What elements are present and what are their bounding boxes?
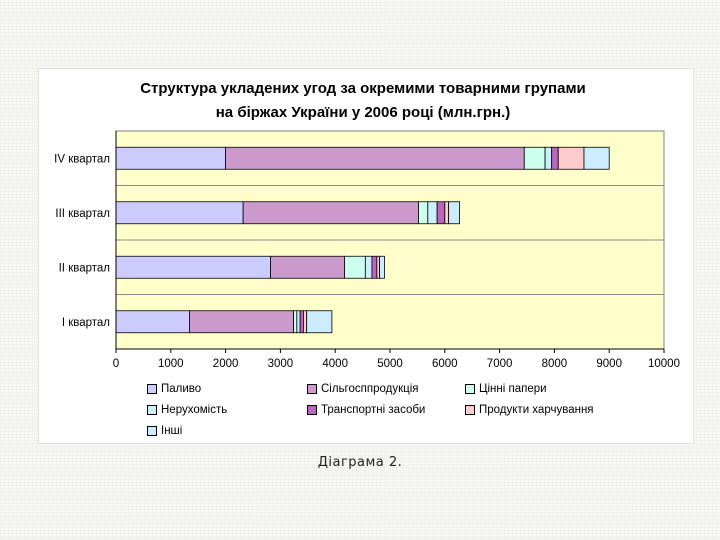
legend-item: Транспортні засоби — [307, 402, 425, 418]
bar-segment — [189, 310, 294, 334]
category-label: IV квартал — [54, 153, 110, 165]
bar-segment — [306, 310, 333, 334]
legend-swatch — [147, 405, 157, 415]
bar-segment — [448, 201, 460, 225]
legend-label: Нерухомість — [161, 404, 228, 416]
legend-swatch — [147, 426, 157, 436]
x-tick-label: 10000 — [648, 358, 680, 370]
bar-segment — [376, 255, 380, 279]
legend-swatch — [465, 384, 475, 394]
category-label: III квартал — [55, 208, 110, 220]
grid-lines — [116, 185, 664, 295]
bar-segment — [293, 310, 298, 334]
x-tick-label: 5000 — [377, 358, 403, 370]
legend-item: Нерухомість — [147, 402, 227, 418]
x-tick-label: 3000 — [268, 358, 294, 370]
chart-frame: Структура укладених угод за окремими тов… — [38, 68, 694, 444]
bar-segment — [583, 146, 610, 170]
x-tick-label: 1000 — [158, 358, 184, 370]
legend-item: Сільгосппродукція — [307, 381, 419, 397]
legend: Паливо Сільгосппродукція Цінні папери Нерух… — [147, 381, 667, 441]
bar-segment — [436, 201, 446, 225]
stacked-bar-chart: Структура укладених угод за окремими тов… — [54, 80, 680, 370]
chart-title-line2: на біржах України у 2006 році (млн.грн.) — [216, 104, 511, 121]
legend-label: Цінні папери — [479, 383, 547, 395]
bar-segment — [544, 146, 553, 170]
legend-item: Інші — [147, 423, 182, 439]
bar-segment — [557, 146, 585, 170]
category-label: I квартал — [62, 317, 110, 329]
bar-segment — [115, 201, 244, 225]
bar-segment — [303, 310, 308, 334]
legend-label: Інші — [161, 425, 183, 437]
bar-segment — [418, 201, 429, 225]
legend-item: Паливо — [147, 381, 201, 397]
bar-segment — [427, 201, 438, 225]
legend-label: Транспортні засоби — [321, 404, 426, 416]
bar-segment — [523, 146, 546, 170]
legend-swatch — [465, 405, 475, 415]
bar-segment — [296, 310, 301, 334]
legend-label: Паливо — [161, 383, 202, 395]
bar-segment — [270, 255, 345, 279]
chart-title-line1: Структура укладених угод за окремими тов… — [140, 80, 586, 97]
category-label: II квартал — [59, 262, 110, 274]
bar-segment — [551, 146, 559, 170]
bar-segment — [379, 255, 385, 279]
legend-swatch — [307, 384, 317, 394]
x-tick-label: 4000 — [322, 358, 348, 370]
x-tick-label: 0 — [113, 358, 119, 370]
bar-segment — [299, 310, 304, 334]
bar-segment — [115, 310, 190, 334]
legend-swatch — [147, 384, 157, 394]
legend-item: Цінні папери — [465, 381, 547, 397]
x-tick-label: 8000 — [542, 358, 568, 370]
x-tick-label: 6000 — [432, 358, 458, 370]
bar-segment — [444, 201, 450, 225]
legend-item: Продукти харчування — [465, 402, 594, 418]
x-tick-label: 7000 — [487, 358, 513, 370]
bar-segment — [344, 255, 366, 279]
legend-label: Сільгосппродукція — [321, 383, 419, 395]
x-tick-label: 2000 — [213, 358, 239, 370]
x-tick-label: 9000 — [596, 358, 622, 370]
bar-segment — [242, 201, 419, 225]
legend-swatch — [307, 405, 317, 415]
legend-label: Продукти харчування — [479, 404, 594, 416]
bar-segment — [364, 255, 373, 279]
bar-segment — [371, 255, 378, 279]
bar-segment — [115, 255, 271, 279]
bar-segment — [115, 146, 226, 170]
caption: Діаграма 2. — [317, 455, 403, 470]
bar-segment — [225, 146, 525, 170]
axes: IV квартал III квартал II квартал I квартал… — [54, 131, 680, 370]
